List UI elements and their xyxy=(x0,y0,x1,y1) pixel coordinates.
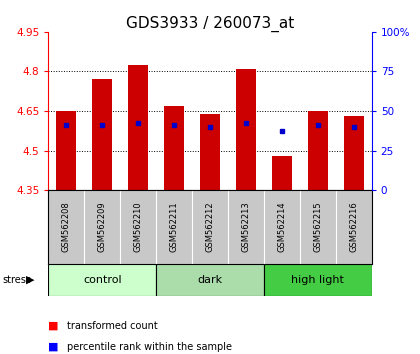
Bar xyxy=(272,156,292,190)
Bar xyxy=(344,116,364,190)
Text: GSM562208: GSM562208 xyxy=(62,202,71,252)
Bar xyxy=(200,114,220,190)
Bar xyxy=(264,264,372,296)
Text: ▶: ▶ xyxy=(26,275,34,285)
Bar xyxy=(156,264,264,296)
Bar xyxy=(308,111,328,190)
Bar xyxy=(164,106,184,190)
Bar xyxy=(56,111,76,190)
Bar xyxy=(236,69,256,190)
Bar xyxy=(128,65,148,190)
Text: GSM562216: GSM562216 xyxy=(349,202,358,252)
Text: GSM562215: GSM562215 xyxy=(313,202,322,252)
Bar xyxy=(48,264,156,296)
Bar xyxy=(92,79,112,190)
Text: control: control xyxy=(83,275,121,285)
Text: transformed count: transformed count xyxy=(67,321,158,331)
Text: GSM562209: GSM562209 xyxy=(98,202,107,252)
Text: GSM562211: GSM562211 xyxy=(170,202,178,252)
Text: GSM562214: GSM562214 xyxy=(277,202,286,252)
Text: dark: dark xyxy=(197,275,223,285)
Text: GSM562213: GSM562213 xyxy=(241,202,250,252)
Text: ■: ■ xyxy=(48,342,59,352)
Text: percentile rank within the sample: percentile rank within the sample xyxy=(67,342,232,352)
Text: high light: high light xyxy=(291,275,344,285)
Text: stress: stress xyxy=(2,275,31,285)
Text: GSM562212: GSM562212 xyxy=(205,202,215,252)
Text: GSM562210: GSM562210 xyxy=(134,202,143,252)
Text: ■: ■ xyxy=(48,321,59,331)
Title: GDS3933 / 260073_at: GDS3933 / 260073_at xyxy=(126,16,294,32)
